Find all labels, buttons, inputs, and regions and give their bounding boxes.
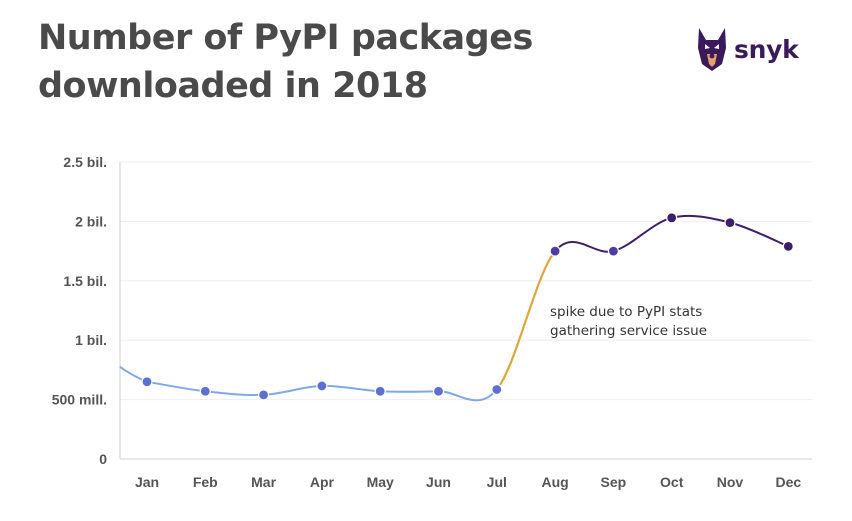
axes: [119, 162, 812, 460]
x-tick-labels: Jan Feb Mar Apr May Jun Jul Aug Sep Oct Nov Dec: [135, 474, 801, 490]
x-tick-label: Jan: [135, 474, 159, 490]
chart-title: Number of PyPI packages downloaded in 20…: [38, 14, 533, 110]
data-point-mar: [258, 389, 270, 401]
data-point-dec: [782, 240, 794, 252]
data-point-apr: [316, 380, 328, 392]
x-tick-label: Apr: [310, 474, 335, 490]
snyk-logo-text: snyk: [734, 34, 799, 64]
snyk-dog-icon: [698, 28, 726, 71]
x-tick-label: Dec: [775, 474, 801, 490]
data-point-nov: [724, 216, 736, 229]
data-point-sep: [607, 245, 620, 257]
data-point-jan: [141, 376, 153, 388]
x-tick-label: Jun: [426, 474, 451, 490]
data-point-aug: [549, 245, 561, 257]
grid-lines: [120, 161, 812, 401]
chart-title-line2: downloaded in 2018: [38, 66, 428, 106]
y-tick-label: 1 bil.: [75, 332, 107, 348]
data-point-oct: [666, 212, 678, 224]
data-points: [141, 212, 794, 401]
chart-title-line1: Number of PyPI packages: [38, 18, 533, 58]
x-tick-label: Oct: [660, 474, 684, 490]
x-tick-label: May: [367, 474, 394, 490]
x-tick-label: Nov: [717, 474, 744, 490]
data-point-jul: [491, 383, 503, 396]
y-tick-label: 1.5 bil.: [63, 273, 107, 289]
x-tick-label: Jul: [487, 474, 507, 490]
y-tick-label: 0: [99, 451, 107, 467]
data-point-may: [374, 385, 386, 397]
y-tick-label: 500 mill.: [52, 392, 107, 408]
x-tick-label: Feb: [193, 474, 218, 490]
x-tick-label: Aug: [541, 474, 568, 490]
data-point-jun: [432, 385, 445, 397]
data-point-feb: [199, 385, 211, 397]
annotation-line1: spike due to PyPI stats: [550, 304, 702, 320]
y-tick-labels: 0 500 mill. 1 bil. 1.5 bil. 2 bil. 2.5 bil.: [52, 154, 107, 467]
x-tick-label: Sep: [601, 474, 627, 490]
snyk-logo: snyk: [696, 26, 799, 72]
series-line-spike: [495, 250, 556, 391]
x-tick-label: Mar: [251, 474, 276, 490]
annotation-line2: gathering service issue: [550, 323, 707, 339]
y-tick-label: 2.5 bil.: [63, 154, 107, 170]
y-tick-label: 2 bil.: [75, 213, 107, 229]
